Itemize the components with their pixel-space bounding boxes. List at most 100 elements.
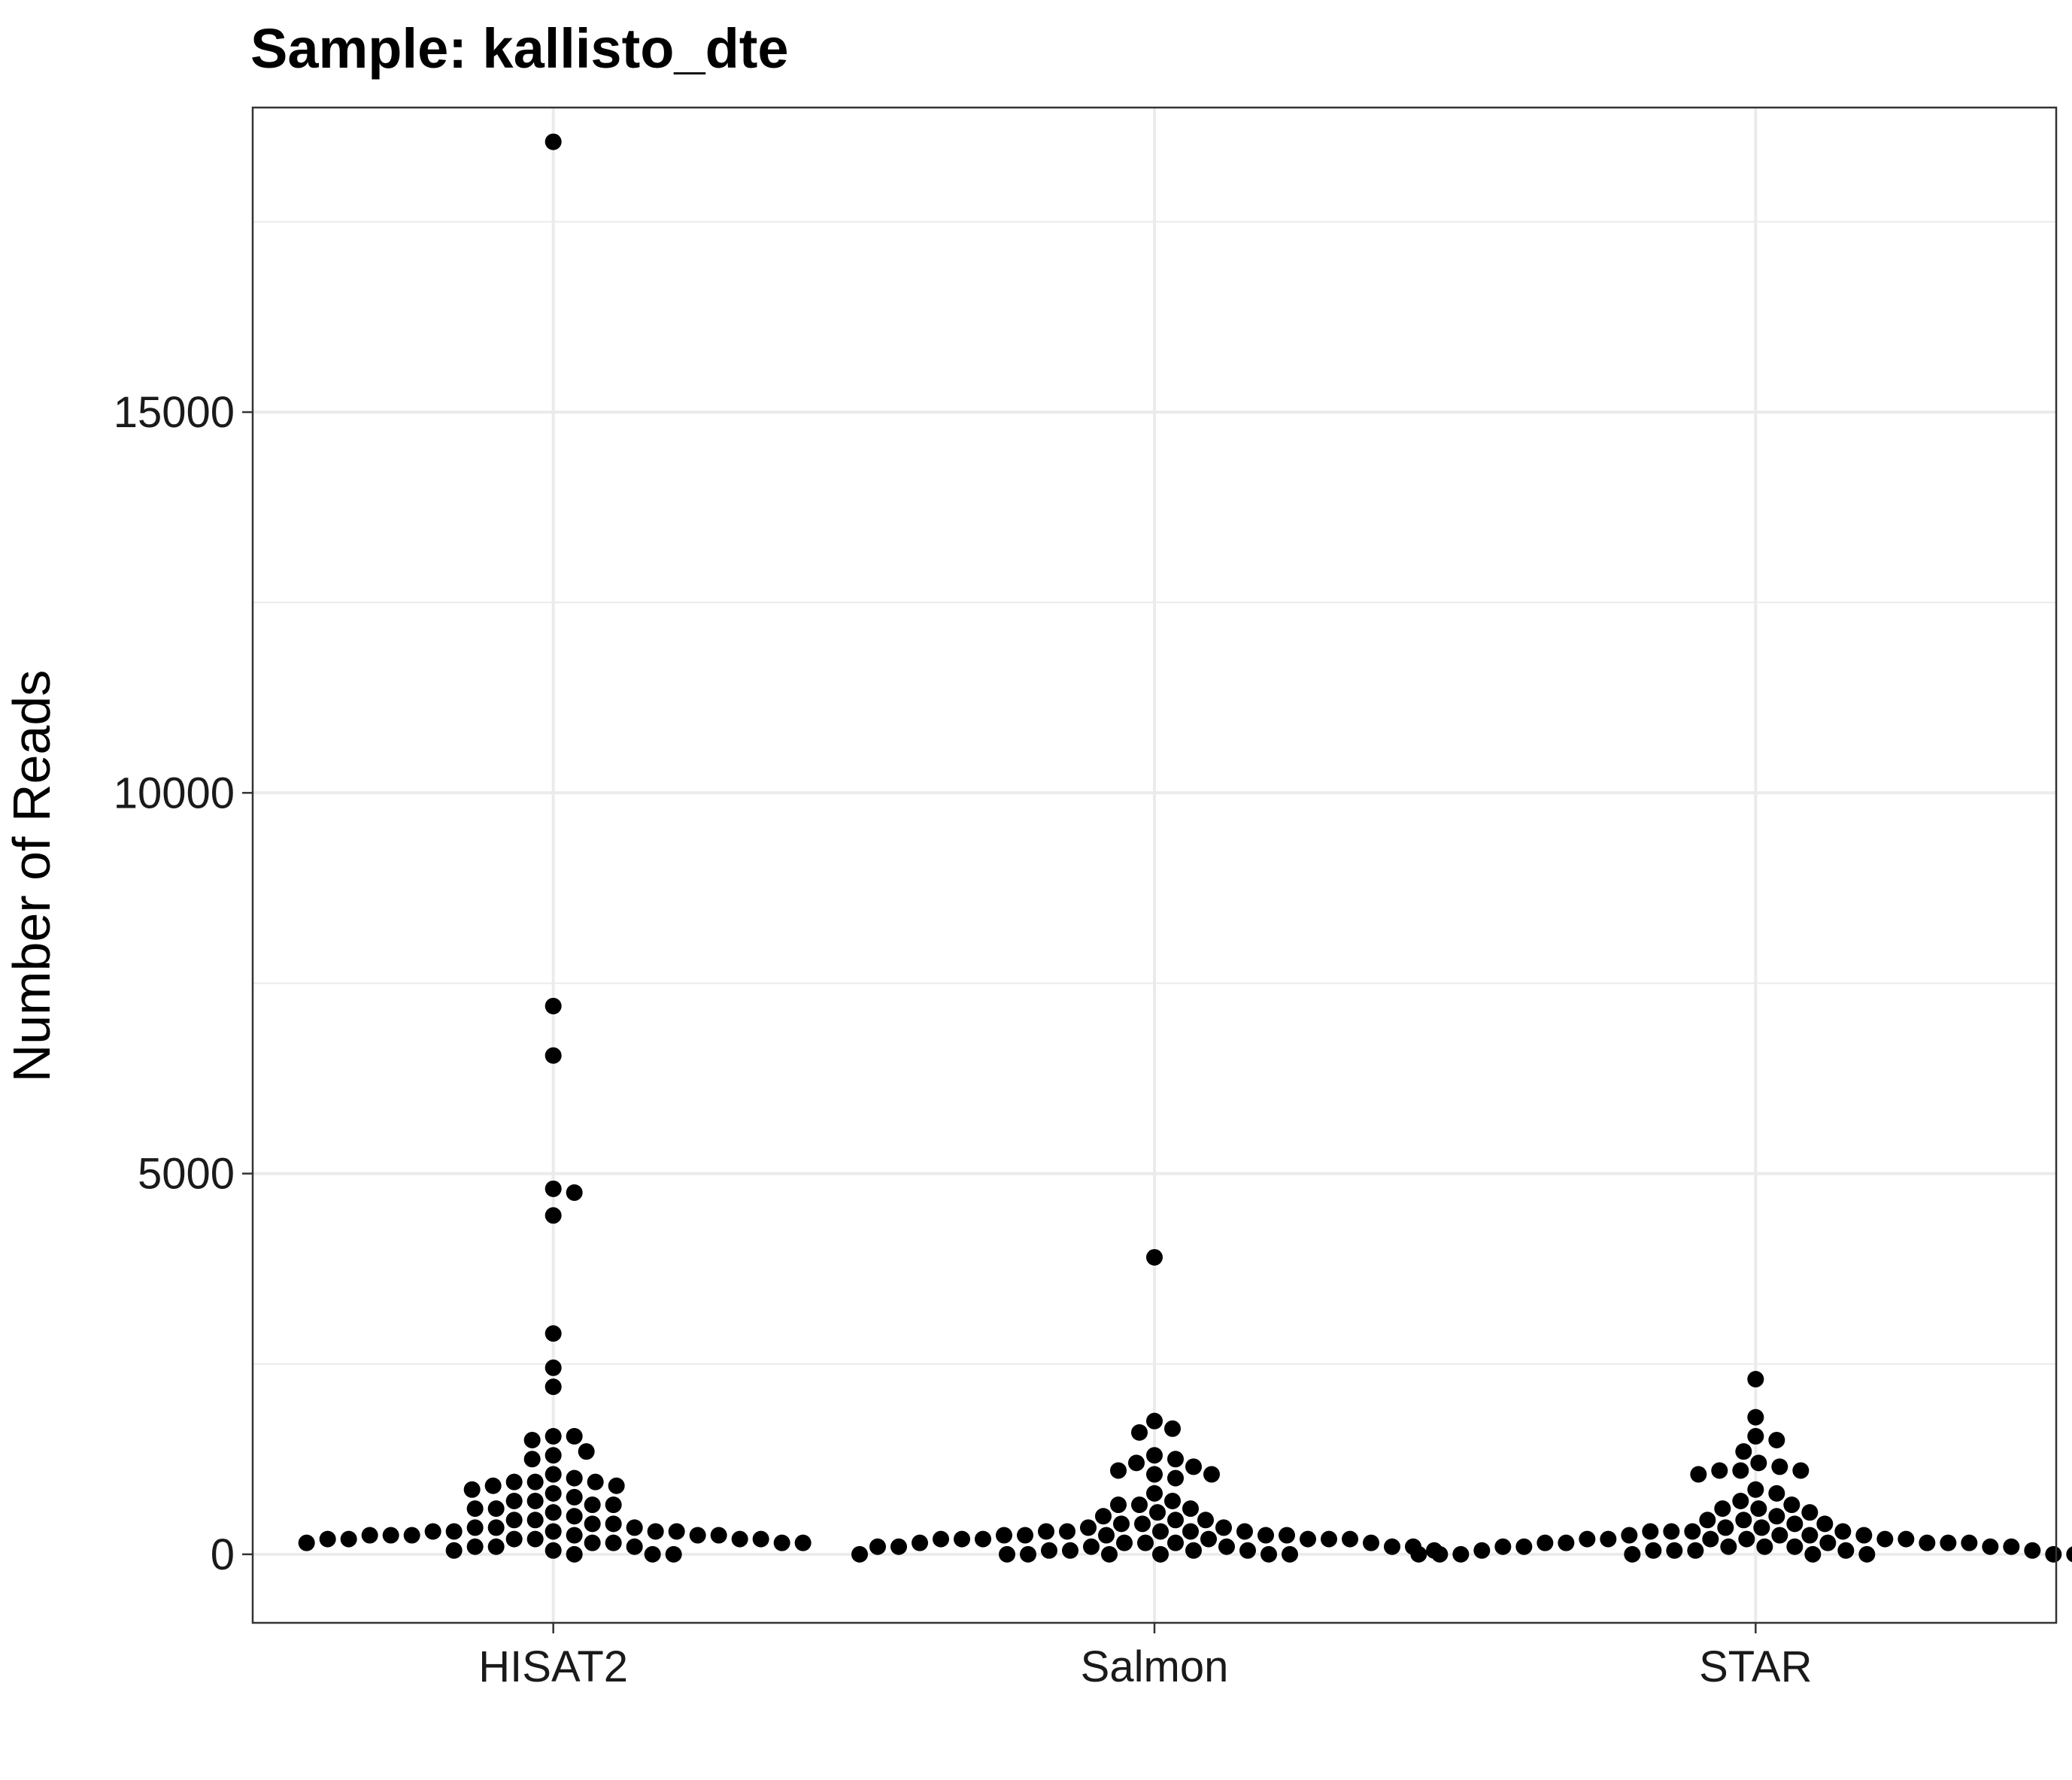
data-point-salmon [1146, 1466, 1163, 1483]
data-point-hisat2 [466, 1538, 484, 1555]
data-point-salmon [1098, 1527, 1115, 1544]
data-point-star [1771, 1527, 1788, 1544]
data-point-star [1768, 1508, 1785, 1525]
data-point-hisat2 [526, 1530, 544, 1548]
data-point-hisat2 [505, 1530, 523, 1548]
data-point-salmon [1146, 1248, 1163, 1266]
data-point-star [1720, 1538, 1737, 1555]
data-point-star [2066, 1546, 2072, 1563]
data-point-hisat2 [445, 1542, 463, 1559]
data-point-star [1494, 1538, 1512, 1555]
data-point-salmon [1200, 1530, 1217, 1548]
data-point-star [1732, 1492, 1749, 1509]
data-point-star [1621, 1527, 1638, 1544]
data-point-star [1786, 1515, 1804, 1533]
data-point-star [1756, 1538, 1773, 1555]
data-point-star [2045, 1545, 2062, 1563]
data-point-salmon [1146, 1484, 1163, 1502]
data-point-hisat2 [545, 1523, 562, 1540]
data-point-salmon [1110, 1462, 1127, 1479]
grid-lines [253, 108, 2056, 1623]
data-point-salmon [1282, 1545, 1298, 1563]
data-point-star [1663, 1523, 1680, 1540]
data-point-star [1750, 1454, 1767, 1472]
data-point-hisat2 [566, 1184, 583, 1201]
data-point-salmon [1363, 1534, 1379, 1551]
data-point-hisat2 [566, 1488, 583, 1506]
data-point-salmon [1038, 1523, 1054, 1540]
data-point-star [1982, 1538, 1999, 1555]
chart-title: Sample: kallisto_dte [250, 17, 789, 80]
data-point-hisat2 [505, 1473, 523, 1490]
data-point-star [1699, 1512, 1716, 1529]
data-point-star [1690, 1466, 1707, 1483]
data-point-hisat2 [526, 1473, 544, 1490]
data-point-hisat2 [466, 1519, 484, 1536]
data-point-hisat2 [484, 1477, 502, 1494]
data-point-salmon [1384, 1538, 1400, 1555]
data-point-salmon [1197, 1512, 1214, 1529]
data-point-salmon [1279, 1527, 1295, 1544]
data-point-salmon [1146, 1412, 1163, 1430]
data-point-hisat2 [584, 1515, 601, 1533]
data-point-hisat2 [647, 1523, 664, 1540]
data-point-hisat2 [487, 1500, 505, 1518]
data-point-salmon [1152, 1523, 1169, 1540]
data-point-hisat2 [545, 1466, 562, 1483]
data-point-star [1717, 1519, 1734, 1536]
data-point-star [1747, 1409, 1764, 1426]
data-point-hisat2 [545, 1180, 562, 1197]
data-points [298, 133, 2072, 1563]
data-point-star [1834, 1523, 1852, 1540]
data-point-hisat2 [545, 1504, 562, 1521]
data-point-star [1473, 1542, 1491, 1559]
data-point-star [1819, 1534, 1837, 1551]
data-point-salmon [1167, 1534, 1184, 1551]
data-point-star [1792, 1462, 1810, 1479]
data-point-salmon [975, 1530, 991, 1548]
data-point-hisat2 [463, 1481, 481, 1498]
data-point-salmon [1300, 1530, 1316, 1548]
data-point-star [1801, 1527, 1819, 1544]
data-point-hisat2 [794, 1534, 812, 1551]
data-point-salmon [1080, 1519, 1097, 1536]
data-point-hisat2 [466, 1500, 484, 1518]
data-point-salmon [1062, 1542, 1078, 1559]
data-point-salmon [1185, 1542, 1202, 1559]
data-point-star [1735, 1443, 1752, 1460]
data-point-salmon [1167, 1469, 1184, 1487]
data-point-star [1855, 1527, 1873, 1544]
data-point-hisat2 [545, 1207, 562, 1224]
data-point-hisat2 [566, 1527, 583, 1544]
data-point-hisat2 [566, 1508, 583, 1525]
data-point-star [1558, 1534, 1575, 1551]
data-point-star [1711, 1462, 1728, 1479]
data-point-hisat2 [545, 1047, 562, 1064]
data-point-salmon [1017, 1527, 1033, 1544]
data-point-hisat2 [584, 1534, 601, 1551]
data-point-star [1801, 1504, 1819, 1521]
data-point-hisat2 [403, 1527, 420, 1544]
data-point-star [1624, 1545, 1641, 1563]
data-point-star [1919, 1534, 1936, 1551]
data-point-hisat2 [626, 1538, 643, 1555]
data-point-salmon [1020, 1545, 1036, 1563]
data-point-star [2024, 1542, 2041, 1559]
data-point-star [1858, 1545, 1876, 1563]
data-point-salmon [1239, 1542, 1256, 1559]
data-point-salmon [1149, 1504, 1166, 1521]
data-point-salmon [1137, 1534, 1154, 1551]
data-point-salmon [999, 1545, 1015, 1563]
x-tick-label: STAR [1699, 1642, 1812, 1691]
data-point-hisat2 [340, 1530, 357, 1548]
data-point-star [1410, 1545, 1427, 1563]
data-point-star [1940, 1534, 1957, 1551]
data-point-hisat2 [382, 1527, 399, 1544]
data-point-salmon [933, 1530, 949, 1548]
data-point-salmon [1185, 1458, 1202, 1475]
axes: 0 5000 10000 15000 HISAT2 Salmon STAR [114, 388, 1813, 1691]
data-point-hisat2 [605, 1515, 622, 1533]
